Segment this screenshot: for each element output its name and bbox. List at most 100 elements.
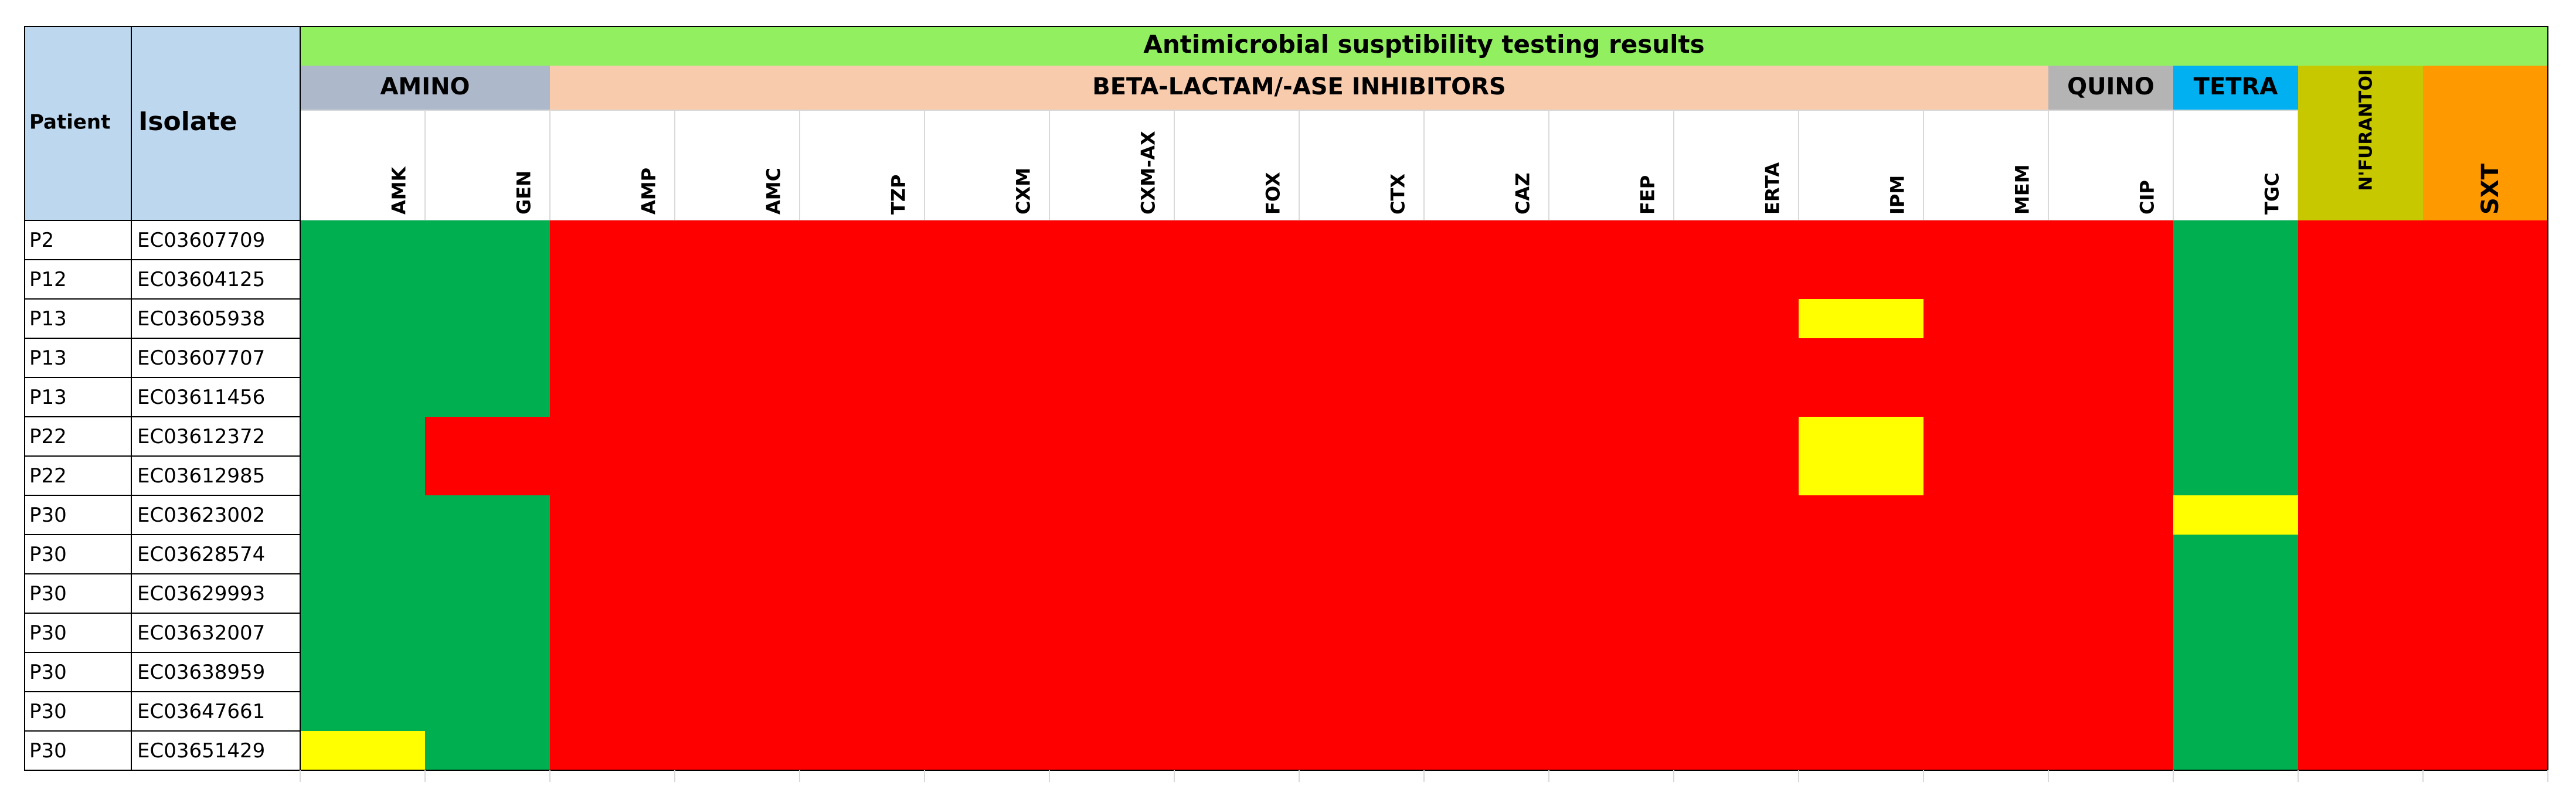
result-cell [800, 338, 925, 378]
result-cell [925, 220, 1050, 260]
result-cell [1674, 299, 1799, 339]
result-cell [300, 574, 426, 614]
result-cell [550, 338, 675, 378]
group-label: AMINO [380, 73, 470, 100]
isolate: EC03638959 [137, 661, 265, 684]
result-cell [2423, 535, 2548, 574]
result-cell [1049, 613, 1175, 653]
result-cell [1299, 731, 1425, 771]
result-cell [300, 378, 426, 417]
result-cell [425, 338, 550, 378]
result-cell [550, 692, 675, 732]
column-header-cell [424, 110, 550, 221]
result-cell [2423, 574, 2548, 614]
result-cell [1923, 495, 2049, 535]
isolate-cell [131, 534, 301, 574]
result-cell [2298, 378, 2424, 417]
isolate: EC03647661 [137, 700, 265, 723]
isolate: EC03607709 [137, 229, 265, 252]
result-cell [1799, 220, 1924, 260]
result-cell [675, 652, 800, 692]
group-label: QUINO [2067, 73, 2154, 100]
result-cell [2423, 692, 2548, 732]
title-cell [300, 26, 2548, 66]
result-cell [2423, 417, 2548, 457]
isolate: EC03611456 [137, 386, 265, 409]
column-label: CXM [1012, 168, 1034, 215]
result-cell [1299, 652, 1425, 692]
result-cell [2173, 495, 2299, 535]
result-cell [1549, 731, 1674, 771]
column-label: AMC [762, 168, 784, 215]
result-cell [1674, 338, 1799, 378]
column-label: AMK [388, 166, 410, 215]
result-cell [1424, 535, 1549, 574]
result-cell [2173, 338, 2299, 378]
result-cell [925, 260, 1050, 300]
result-cell [1923, 574, 2049, 614]
result-cell [925, 378, 1050, 417]
result-cell [2298, 338, 2424, 378]
patient-cell [24, 652, 132, 692]
patient: P12 [29, 268, 67, 291]
result-cell [300, 535, 426, 574]
result-cell [2048, 535, 2174, 574]
result-cell [1674, 220, 1799, 260]
isolate: EC03629993 [137, 582, 265, 606]
result-cell [1923, 220, 2049, 260]
result-cell [1799, 495, 1924, 535]
result-cell [425, 574, 550, 614]
result-cell [2298, 495, 2424, 535]
column-header-cell [799, 110, 925, 221]
column-header-cell [674, 110, 800, 221]
patient-cell [24, 534, 132, 574]
result-cell [1424, 495, 1549, 535]
result-cell [2048, 456, 2174, 496]
isolate-header-cell [131, 26, 301, 221]
result-cell [2048, 417, 2174, 457]
result-cell [1299, 378, 1425, 417]
result-cell [1049, 574, 1175, 614]
result-cell [2048, 378, 2174, 417]
result-cell [1923, 456, 2049, 496]
result-cell [550, 378, 675, 417]
result-cell [800, 495, 925, 535]
result-cell [300, 731, 426, 771]
result-cell [2423, 731, 2548, 771]
result-cell [1174, 417, 1300, 457]
result-cell [1799, 417, 1924, 457]
result-cell [1424, 220, 1549, 260]
result-cell [1174, 692, 1300, 732]
isolate: EC03612985 [137, 464, 265, 488]
patient: P22 [29, 425, 67, 448]
result-cell [1049, 299, 1175, 339]
result-cell [1674, 456, 1799, 496]
result-cell [550, 535, 675, 574]
result-cell [1299, 535, 1425, 574]
result-cell [2173, 692, 2299, 732]
result-cell [800, 731, 925, 771]
result-cell [675, 535, 800, 574]
column-header-cell [1673, 110, 1799, 221]
result-cell [1799, 613, 1924, 653]
result-cell [1174, 378, 1300, 417]
result-cell [2173, 613, 2299, 653]
result-cell [800, 574, 925, 614]
column-header-cell [1548, 110, 1674, 221]
result-cell [300, 456, 426, 496]
result-cell [300, 495, 426, 535]
result-cell [1923, 652, 2049, 692]
column-label: CIP [2136, 180, 2158, 215]
result-cell [2173, 535, 2299, 574]
result-cell [425, 299, 550, 339]
result-cell [300, 652, 426, 692]
result-cell [1174, 338, 1300, 378]
result-cell [1049, 260, 1175, 300]
result-cell [1549, 378, 1674, 417]
result-cell [1174, 299, 1300, 339]
isolate: EC03628574 [137, 543, 265, 566]
result-cell [1549, 338, 1674, 378]
result-cell [300, 338, 426, 378]
result-cell [675, 456, 800, 496]
